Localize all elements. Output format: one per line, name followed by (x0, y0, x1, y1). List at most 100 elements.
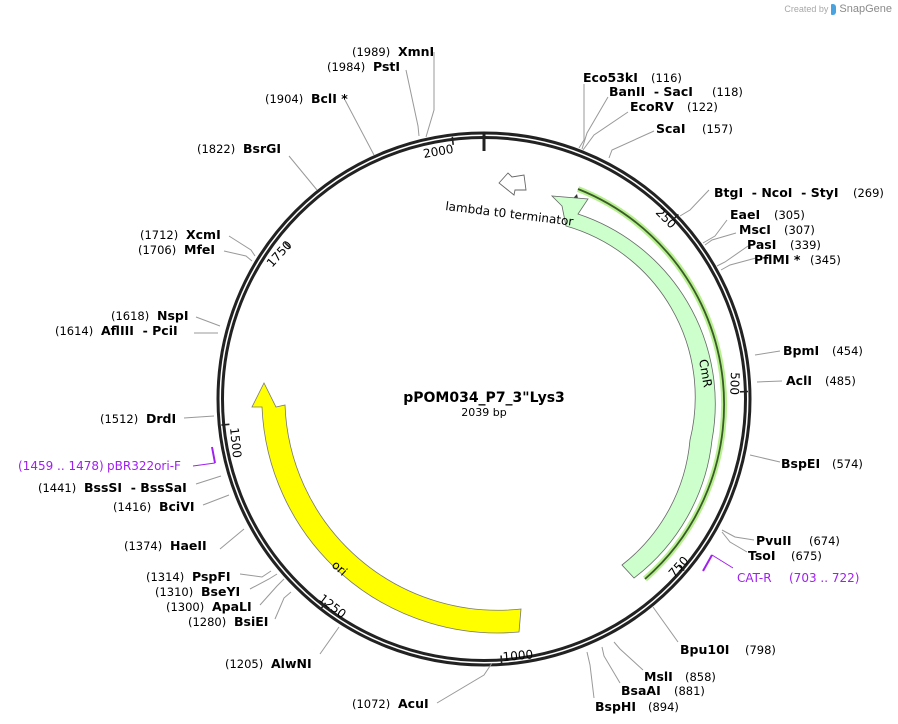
site-bsrgi[interactable]: (1822) BsrGI (197, 141, 281, 156)
sites-right: Eco53kI (116) BanII - SacI (118) EcoRV (122… (583, 70, 884, 714)
svg-text:(307): (307) (784, 223, 815, 237)
primer-cat-r[interactable]: CAT-R (703 .. 722) (702, 554, 859, 585)
site-bsaai[interactable]: BsaAI (881) (621, 683, 705, 698)
site-btgi-ncoi-styi[interactable]: BtgI - NcoI - StyI (269) (714, 185, 884, 200)
plasmid-name: pPOM034_P7_3"Lys3 (403, 390, 565, 406)
site-eco53ki[interactable]: Eco53kI (116) (583, 70, 682, 85)
svg-text:(1822): (1822) (197, 142, 235, 156)
svg-text:HaeII: HaeII (170, 538, 207, 553)
site-tsoi[interactable]: TsoI (675) (748, 548, 822, 563)
feature-label-cmr: CmR (696, 358, 715, 388)
site-bpmi[interactable]: BpmI (454) (783, 343, 863, 358)
svg-text:(118): (118) (712, 85, 743, 99)
svg-text:(574): (574) (832, 457, 863, 471)
svg-text:PflMI *: PflMI * (754, 252, 801, 267)
svg-text:MfeI: MfeI (184, 242, 215, 257)
svg-text:ScaI: ScaI (656, 121, 686, 136)
site-haeii[interactable]: (1374) HaeII (124, 538, 207, 553)
site-msci[interactable]: MscI (307) (739, 222, 815, 237)
site-acli[interactable]: AclI (485) (786, 373, 856, 388)
site-pasi[interactable]: PasI (339) (747, 237, 821, 252)
site-acui[interactable]: (1072) AcuI (352, 696, 429, 711)
site-xcmi[interactable]: (1712) XcmI (140, 227, 221, 242)
site-xmni[interactable]: (1989) XmnI (352, 44, 434, 59)
plasmid-length: 2039 bp (461, 406, 506, 419)
svg-text:BciVI: BciVI (159, 499, 195, 514)
svg-text:MslI: MslI (644, 669, 673, 684)
svg-text:PvuII: PvuII (756, 533, 792, 548)
svg-text:BspEI: BspEI (781, 456, 820, 471)
site-alwni[interactable]: (1205) AlwNI (225, 656, 312, 671)
svg-text:PspFI: PspFI (192, 569, 231, 584)
svg-text:Bpu10I: Bpu10I (680, 642, 729, 657)
svg-text:(454): (454) (832, 344, 863, 358)
site-banii-saci[interactable]: BanII - SacI (118) (609, 84, 743, 99)
svg-text:(157): (157) (702, 122, 733, 136)
site-ecorv[interactable]: EcoRV (122) (630, 99, 718, 114)
site-apali[interactable]: (1300) ApaLI (166, 599, 252, 614)
svg-text:AcuI: AcuI (398, 696, 429, 711)
svg-text:(1706): (1706) (138, 243, 176, 257)
svg-text:(305): (305) (774, 208, 805, 222)
primer-pbr322ori-f[interactable]: (1459 .. 1478) pBR322ori-F (18, 446, 216, 473)
svg-text:XmnI: XmnI (398, 44, 434, 59)
svg-text:EaeI: EaeI (730, 207, 760, 222)
svg-text:(1310): (1310) (155, 585, 193, 599)
svg-text:Eco53kI: Eco53kI (583, 70, 638, 85)
svg-text:EcoRV: EcoRV (630, 99, 674, 114)
svg-text:(122): (122) (687, 100, 718, 114)
svg-text:(881): (881) (674, 684, 705, 698)
svg-text:(1205): (1205) (225, 657, 263, 671)
svg-text:(1618): (1618) (111, 309, 149, 323)
site-bpu10i[interactable]: Bpu10I (798) (680, 642, 776, 657)
tick-label-1000: 1000 (502, 647, 534, 664)
site-drdi[interactable]: (1512) DrdI (100, 411, 176, 426)
site-msli[interactable]: MslI (858) (644, 669, 716, 684)
svg-text:AlwNI: AlwNI (271, 656, 312, 671)
primer-name-cat-r: CAT-R (737, 571, 772, 585)
svg-text:BspHI: BspHI (595, 699, 636, 714)
site-eaei[interactable]: EaeI (305) (730, 207, 805, 222)
site-mfei[interactable]: (1706) MfeI (138, 242, 215, 257)
feature-lambda-t0-terminator[interactable]: lambda t0 terminator (445, 172, 575, 229)
svg-text:AflIII - PciI: AflIII - PciI (101, 323, 178, 338)
site-bcli[interactable]: (1904) BclI * (265, 91, 348, 106)
svg-text:PasI: PasI (747, 237, 776, 252)
svg-text:(1614): (1614) (55, 324, 93, 338)
feature-ori[interactable]: ori (251, 382, 522, 634)
site-leader-lines (183, 52, 783, 704)
tick-label-500: 500 (727, 372, 742, 395)
site-bcivi[interactable]: (1416) BciVI (113, 499, 195, 514)
site-pspfi[interactable]: (1314) PspFI (146, 569, 231, 584)
site-pflmi[interactable]: PflMI * (345) (754, 252, 841, 267)
site-bsphi[interactable]: BspHI (894) (595, 699, 679, 714)
svg-text:(798): (798) (745, 643, 776, 657)
primer-range-cat-r: (703 .. 722) (789, 571, 859, 585)
svg-text:(1300): (1300) (166, 600, 204, 614)
svg-text:BsiEI: BsiEI (234, 614, 268, 629)
site-psti[interactable]: (1984) PstI (327, 59, 400, 74)
site-bsiei[interactable]: (1280) BsiEI (188, 614, 268, 629)
primer-range-pbr322ori-f: (1459 .. 1478) (18, 459, 104, 473)
site-afliii-pcii[interactable]: (1614) AflIII - PciI (55, 323, 178, 338)
svg-text:TsoI: TsoI (748, 548, 776, 563)
feature-cmr[interactable]: CmR (550, 186, 728, 582)
site-bspei[interactable]: BspEI (574) (781, 456, 863, 471)
site-bsssi-bsssai[interactable]: (1441) BssSI - BssSaI (38, 480, 187, 495)
svg-text:BsrGI: BsrGI (243, 141, 281, 156)
svg-text:(894): (894) (648, 700, 679, 714)
site-nspi[interactable]: (1618) NspI (111, 308, 189, 323)
site-pvuii[interactable]: PvuII (674) (756, 533, 840, 548)
svg-text:(1904): (1904) (265, 92, 303, 106)
svg-text:BseYI: BseYI (201, 584, 240, 599)
feature-label-lambda: lambda t0 terminator (445, 199, 575, 229)
svg-text:BtgI - NcoI - StyI: BtgI - NcoI - StyI (714, 185, 838, 200)
site-bseyi[interactable]: (1310) BseYI (155, 584, 240, 599)
svg-text:PstI: PstI (373, 59, 400, 74)
primer-name-pbr322ori-f: pBR322ori-F (107, 459, 181, 473)
svg-text:(1280): (1280) (188, 615, 226, 629)
site-scai[interactable]: ScaI (157) (656, 121, 733, 136)
ticks (221, 136, 749, 664)
svg-text:(339): (339) (790, 238, 821, 252)
